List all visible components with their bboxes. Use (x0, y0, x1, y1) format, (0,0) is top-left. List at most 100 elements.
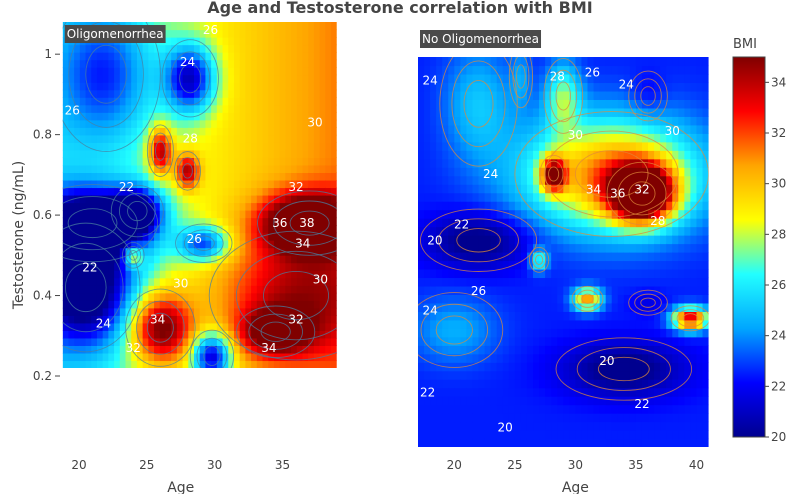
heatmap-cell (666, 141, 673, 151)
heatmap-cell (520, 396, 528, 406)
heatmap-cell (96, 119, 104, 128)
heatmap-cell (285, 270, 292, 279)
heatmap-cell (296, 52, 304, 61)
heatmap-cell (171, 315, 178, 324)
heatmap-cell (648, 260, 655, 270)
heatmap-cell (142, 134, 149, 143)
heatmap-cell (581, 184, 589, 194)
heatmap-cell (325, 247, 332, 256)
heatmap-cell (654, 268, 661, 279)
heatmap-cell (62, 82, 70, 91)
heatmap-cell (171, 67, 178, 76)
heatmap-cell (641, 243, 649, 253)
heatmap-cell (502, 345, 510, 355)
heatmap-cell (611, 133, 619, 143)
heatmap-cell (142, 82, 149, 91)
heatmap-cell (472, 336, 480, 346)
heatmap-cell (222, 44, 229, 53)
heatmap-cell (165, 194, 172, 204)
heatmap-cell (302, 29, 309, 38)
heatmap-cell (654, 57, 661, 67)
heatmap-cell (194, 29, 201, 38)
heatmap-cell (233, 127, 241, 136)
heatmap-cell (581, 82, 589, 92)
heatmap-cell (199, 172, 207, 181)
heatmap-cell (660, 413, 667, 423)
heatmap-cell (478, 73, 486, 84)
heatmap-cell (182, 315, 189, 324)
heatmap-cell (228, 29, 235, 38)
heatmap-cell (256, 59, 264, 68)
heatmap-cell (268, 59, 275, 68)
heatmap-cell (696, 252, 704, 262)
heatmap-cell (273, 277, 281, 286)
heatmap-cell (593, 336, 601, 346)
heatmap-cell (171, 52, 178, 61)
heatmap-cell (228, 307, 235, 316)
heatmap-cell (148, 89, 155, 98)
heatmap-cell (142, 360, 149, 368)
heatmap-cell (216, 262, 224, 271)
heatmap-cell (308, 44, 315, 53)
heatmap-cell (131, 225, 138, 234)
heatmap-cell (119, 119, 127, 128)
heatmap-cell (125, 82, 132, 91)
heatmap-cell (581, 396, 589, 406)
heatmap-cell (690, 404, 698, 414)
heatmap-cell (442, 285, 449, 295)
heatmap-cell (641, 124, 649, 134)
heatmap-cell (176, 37, 184, 46)
heatmap-cell (581, 150, 589, 160)
heatmap-cell (211, 89, 218, 98)
heatmap-cell (245, 315, 252, 324)
heatmap-cell (142, 315, 149, 324)
heatmap-cell (466, 158, 474, 168)
heatmap-cell (85, 285, 92, 294)
heatmap-cell (165, 164, 172, 174)
heatmap-cell (569, 175, 576, 185)
heatmap-cell (520, 124, 528, 134)
heatmap-cell (424, 353, 431, 363)
heatmap-cell (176, 217, 184, 226)
heatmap-cell (581, 294, 589, 304)
heatmap-cell (159, 240, 167, 249)
heatmap-cell (490, 150, 498, 160)
contour-line (606, 161, 678, 226)
heatmap-cell (211, 307, 218, 316)
heatmap-cell (605, 243, 613, 253)
heatmap-cell (696, 421, 704, 431)
heatmap-cell (442, 99, 449, 109)
heatmap-cell (654, 82, 661, 92)
heatmap-cell (514, 294, 522, 304)
heatmap-cell (62, 112, 70, 121)
heatmap-cell (605, 302, 613, 312)
heatmap-cell (68, 217, 75, 226)
heatmap-cell (575, 336, 583, 346)
heatmap-cell (696, 345, 704, 355)
heatmap-cell (539, 370, 546, 380)
heatmap-cell (654, 209, 661, 219)
heatmap-cell (575, 379, 583, 389)
heatmap-cell (611, 336, 619, 346)
heatmap-cell (291, 52, 298, 61)
heatmap-cell (325, 352, 332, 362)
heatmap-cell (233, 307, 241, 316)
heatmap-cell (514, 353, 522, 363)
heatmap-cell (96, 172, 104, 181)
heatmap-cell (533, 285, 540, 295)
heatmap-cell (79, 59, 87, 68)
heatmap-cell (514, 311, 522, 321)
heatmap-cell (696, 268, 704, 279)
heatmap-cell (448, 235, 455, 245)
heatmap-cell (660, 277, 667, 287)
heatmap-cell (325, 270, 332, 279)
heatmap-cell (587, 328, 595, 338)
heatmap-cell (108, 240, 115, 249)
heatmap-cell (569, 413, 576, 423)
heatmap-cell (239, 345, 246, 354)
heatmap-cell (424, 438, 431, 447)
heatmap-cell (436, 387, 443, 397)
heatmap-cell (325, 217, 332, 226)
panel-tag-label: No Oligomenorrhea (422, 32, 539, 46)
heatmap-cell (587, 370, 595, 380)
